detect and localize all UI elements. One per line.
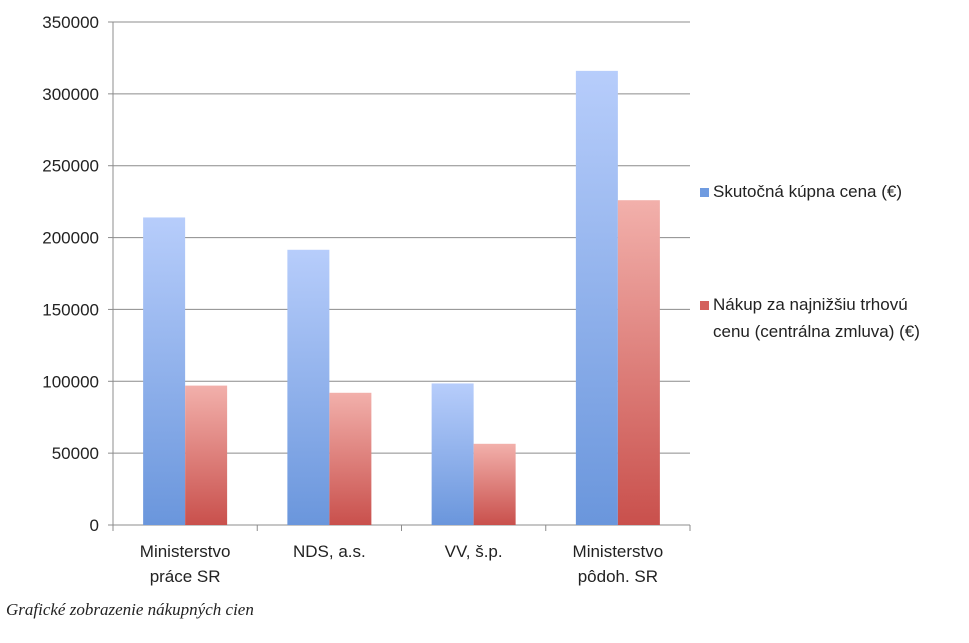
bar-lowest-market-price [617,200,660,525]
x-tick-label: NDS, a.s. [293,542,366,561]
y-tick-label: 350000 [42,13,99,32]
bar-actual-price [143,217,186,526]
y-tick-label: 300000 [42,85,99,104]
bar-actual-price [575,70,618,525]
legend-swatch [700,301,709,310]
legend-label: Nákup za najnižšiu trhovú cenu (centrálna… [713,295,920,341]
x-tick-label: Ministerstvo práce SR [140,542,231,586]
y-tick-label: 100000 [42,372,99,391]
y-tick-label: 250000 [42,157,99,176]
figure-caption: Grafické zobrazenie nákupných cien [6,600,254,619]
bar-actual-price [431,383,474,525]
bar-lowest-market-price [185,385,228,525]
y-tick-label: 0 [90,516,99,535]
x-tick-label: Ministerstvo pôdoh. SR [573,542,664,586]
y-tick-label: 50000 [52,444,99,463]
bar-lowest-market-price [473,443,516,525]
bar-actual-price [287,249,330,525]
legend-swatch [700,188,709,197]
x-tick-label: VV, š.p. [445,542,503,561]
bar-lowest-market-price [329,392,372,525]
y-tick-label: 150000 [42,300,99,319]
legend-label: Skutočná kúpna cena (€) [713,182,902,201]
y-tick-label: 200000 [42,229,99,248]
